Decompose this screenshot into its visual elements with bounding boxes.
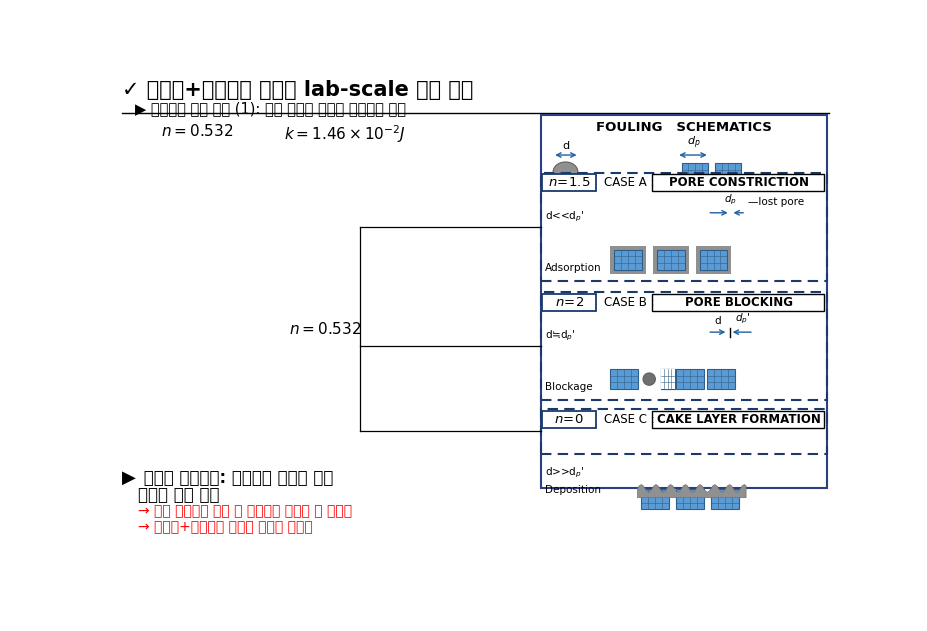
Text: PORE BLOCKING: PORE BLOCKING: [684, 295, 792, 309]
Bar: [541, 411, 596, 428]
Text: d≒d$_p$': d≒d$_p$': [545, 329, 576, 343]
Bar: [651, 174, 823, 191]
Text: ▶ 파라미터 산정 결과 (1): 실험 데이터 전체를 모델링에 사용: ▶ 파라미터 산정 결과 (1): 실험 데이터 전체를 모델링에 사용: [135, 101, 406, 116]
Bar: [610, 246, 645, 274]
Text: CASE B :: CASE B :: [603, 295, 658, 309]
Bar: [540, 292, 827, 400]
Ellipse shape: [552, 162, 578, 182]
Ellipse shape: [642, 373, 654, 386]
Bar: [610, 369, 638, 389]
Text: d: d: [562, 141, 568, 151]
Bar: [641, 489, 668, 509]
Text: $n = 0.532$: $n = 0.532$: [161, 124, 234, 139]
Bar: [699, 250, 727, 270]
Bar: [656, 250, 684, 270]
Text: $d_p$': $d_p$': [734, 312, 749, 326]
Text: CASE C :: CASE C :: [603, 413, 658, 426]
Bar: [676, 489, 704, 509]
Text: CASE A :: CASE A :: [603, 176, 658, 189]
Bar: [676, 369, 704, 389]
Bar: [653, 246, 688, 274]
Bar: [660, 369, 674, 389]
Text: 축소의 중간 단계: 축소의 중간 단계: [137, 486, 219, 504]
Text: $d_p$: $d_p$: [686, 135, 700, 151]
Text: Adsorption: Adsorption: [545, 263, 602, 273]
Text: —lost pore: —lost pore: [747, 197, 804, 206]
Text: → 카오린+수돷물의 특성상 타당한 결과임: → 카오린+수돷물의 특성상 타당한 결과임: [137, 520, 312, 534]
Text: 파울링 메커니즘: 케이크층 형성과 공극: 파울링 메커니즘: 케이크층 형성과 공극: [137, 469, 333, 487]
Text: → 현도 플랜트와 비교 시 케이크층 형성에 더 가까움: → 현도 플랜트와 비교 시 케이크층 형성에 더 가까움: [137, 505, 351, 519]
Text: $n\!=\!2$: $n\!=\!2$: [554, 295, 583, 309]
Text: d<<d$_p$': d<<d$_p$': [545, 209, 584, 224]
Text: ▶: ▶: [122, 469, 136, 487]
Text: Deposition: Deposition: [545, 485, 601, 495]
Text: d: d: [713, 316, 720, 326]
Bar: [541, 174, 596, 191]
Text: $n\!=\!1.5$: $n\!=\!1.5$: [548, 176, 590, 189]
Text: Blockage: Blockage: [545, 382, 592, 392]
Bar: [660, 369, 674, 389]
Text: ✓ 카오린+수돷물을 이용한 lab-scale 실험 결과: ✓ 카오린+수돷물을 이용한 lab-scale 실험 결과: [122, 80, 473, 100]
Bar: [715, 163, 741, 184]
Text: $n = 0.532$: $n = 0.532$: [288, 321, 362, 337]
Text: $d_p$: $d_p$: [723, 192, 736, 206]
Bar: [681, 163, 707, 184]
Bar: [540, 409, 827, 454]
Text: FOULING   SCHEMATICS: FOULING SCHEMATICS: [595, 121, 771, 134]
Polygon shape: [637, 485, 745, 498]
Bar: [651, 411, 823, 428]
Bar: [706, 369, 734, 389]
Bar: [540, 115, 827, 488]
Text: $k = 1.46\times10^{-2}J$: $k = 1.46\times10^{-2}J$: [284, 124, 405, 145]
Text: PORE CONSTRICTION: PORE CONSTRICTION: [668, 176, 807, 189]
Text: CAKE LAYER FORMATION: CAKE LAYER FORMATION: [656, 413, 819, 426]
Bar: [614, 250, 641, 270]
Text: $n\!=\!0$: $n\!=\!0$: [553, 413, 584, 426]
Bar: [651, 293, 823, 310]
Bar: [541, 293, 596, 310]
Bar: [540, 173, 827, 281]
Text: d>>d$_p$': d>>d$_p$': [545, 465, 584, 480]
Bar: [695, 246, 730, 274]
Bar: [710, 489, 738, 509]
Bar: [660, 369, 674, 389]
